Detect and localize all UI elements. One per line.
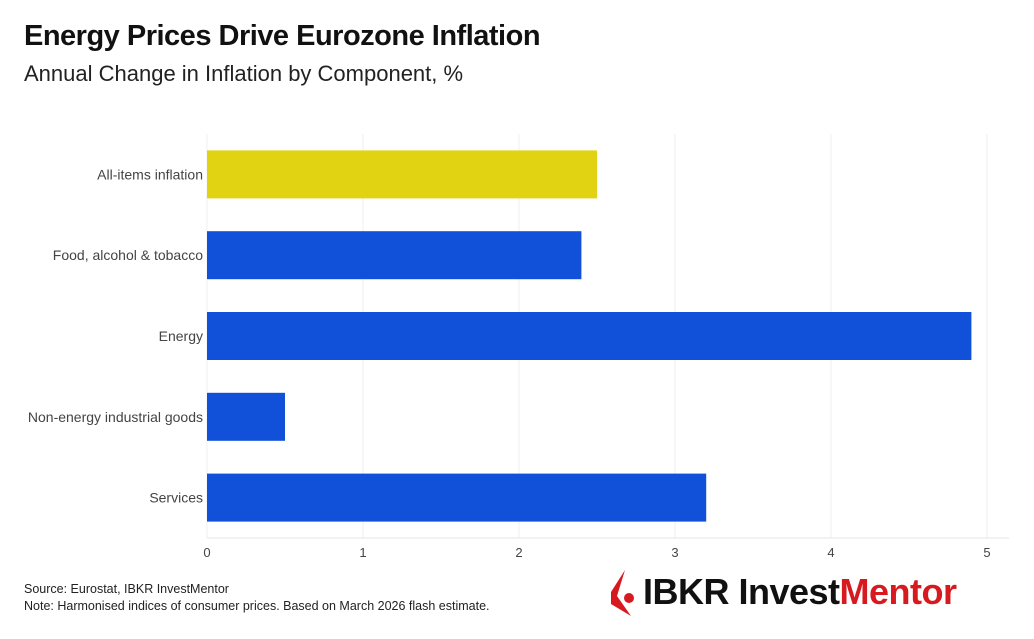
y-category-label: All-items inflation [97, 166, 203, 182]
y-category-label: Food, alcohol & tobacco [53, 247, 203, 263]
chart-subtitle: Annual Change in Inflation by Component,… [24, 61, 464, 86]
bar-chart: 0 1 2 3 4 5 All-items inflation Food, alcohol &… [28, 134, 1009, 560]
bar [207, 150, 597, 199]
ibkr-logo-icon [611, 570, 634, 616]
ibkr-logo: IBKR InvestMentor [607, 568, 957, 616]
x-tick-label: 1 [359, 545, 366, 560]
x-tick-label: 5 [983, 545, 990, 560]
bar [207, 473, 707, 522]
source-note: Source: Eurostat, IBKR InvestMentor [24, 582, 229, 596]
x-tick-label: 4 [827, 545, 834, 560]
bar [207, 392, 285, 441]
x-tick-label: 3 [671, 545, 678, 560]
logo-text: IBKR InvestMentor [643, 571, 957, 612]
footnote: Note: Harmonised indices of consumer pri… [24, 599, 490, 613]
y-category-label: Non-energy industrial goods [28, 409, 203, 425]
y-category-label: Services [149, 490, 203, 506]
y-category-label: Energy [159, 328, 203, 344]
x-tick-label: 2 [515, 545, 522, 560]
x-tick-label: 0 [203, 545, 210, 560]
bar [207, 312, 972, 360]
bar [207, 231, 582, 280]
chart-title: Energy Prices Drive Eurozone Inflation [24, 20, 541, 52]
